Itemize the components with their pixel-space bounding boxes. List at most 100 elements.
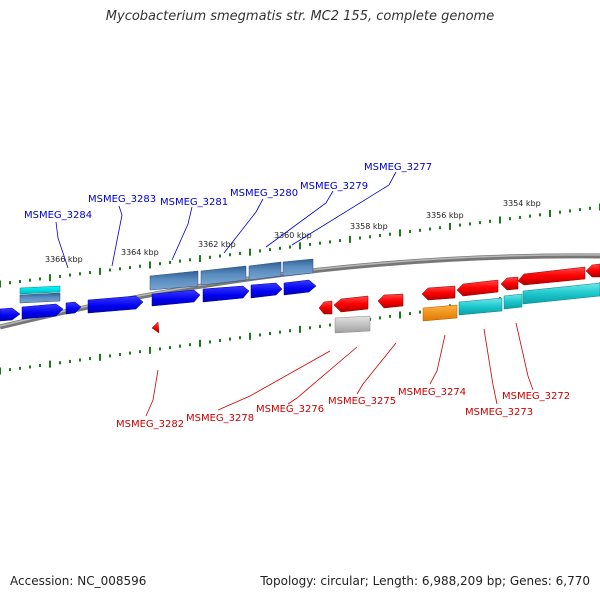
ruler-minor-tick xyxy=(329,240,331,244)
ruler-minor-tick xyxy=(289,329,291,333)
ruler-major-tick xyxy=(499,216,501,224)
map-title: Mycobacterium smegmatis str. MC2 155, co… xyxy=(105,9,495,24)
gene-label-3279[interactable]: MSMEG_3279 xyxy=(300,181,368,192)
ruler-label-3356: 3356 kbp xyxy=(426,211,464,220)
ruler-minor-tick xyxy=(89,271,91,275)
cds-arrow-3276[interactable] xyxy=(333,295,369,313)
ruler-minor-tick xyxy=(169,260,171,264)
cds-arrow-3282[interactable] xyxy=(151,321,160,334)
leader-3276 xyxy=(287,346,358,405)
ruler-minor-tick xyxy=(59,361,61,365)
ruler-minor-tick xyxy=(359,236,361,240)
cds-arrow-3275[interactable] xyxy=(377,293,404,309)
ruler-minor-tick xyxy=(369,235,371,239)
gene-label-3276[interactable]: MSMEG_3276 xyxy=(256,404,324,415)
cds-arrow-3274[interactable] xyxy=(421,285,456,301)
cds-arrow-3278-small[interactable] xyxy=(318,300,333,315)
leader-3279 xyxy=(265,190,334,248)
cds-arrow-3283[interactable] xyxy=(87,295,144,314)
ruler-minor-tick xyxy=(109,354,111,358)
ruler-minor-tick xyxy=(439,226,441,230)
gene-arrow-3272[interactable] xyxy=(522,282,600,305)
ruler-minor-tick xyxy=(389,232,391,236)
ruler-minor-tick xyxy=(69,359,71,363)
ruler-minor-tick xyxy=(379,234,381,237)
cds-arrow-3277[interactable] xyxy=(283,279,317,296)
gene-label-3280[interactable]: MSMEG_3280 xyxy=(230,188,298,199)
ruler-minor-tick xyxy=(229,253,231,257)
leader-3280 xyxy=(223,198,264,254)
ruler-minor-tick xyxy=(469,222,471,226)
cds-arrow-right[interactable] xyxy=(585,263,600,278)
ruler-minor-tick xyxy=(409,312,411,316)
ruler-minor-tick xyxy=(159,262,161,266)
cds-arrow-3279[interactable] xyxy=(250,282,283,299)
ruler-major-tick xyxy=(49,360,51,368)
ruler-minor-tick xyxy=(139,264,141,268)
gene-arrow-3279[interactable] xyxy=(248,261,282,281)
minus-cds-lane xyxy=(151,263,600,334)
ruler-minor-tick xyxy=(129,351,131,355)
ruler-minor-tick xyxy=(519,215,521,219)
gene-arrow-extra[interactable] xyxy=(19,285,61,295)
gene-arrow-3273[interactable] xyxy=(458,297,503,316)
ruler-minor-tick xyxy=(259,333,261,337)
gene-arrow-3274[interactable] xyxy=(422,304,458,322)
cds-arrow-3273b[interactable] xyxy=(500,276,519,291)
cds-arrow-3284[interactable] xyxy=(21,303,64,320)
gene-label-3272[interactable]: MSMEG_3272 xyxy=(502,391,570,402)
cds-arrow-left[interactable] xyxy=(0,307,21,322)
ruler-major-tick xyxy=(299,242,301,250)
gene-label-3274[interactable]: MSMEG_3274 xyxy=(398,387,466,398)
gene-arrow-3276[interactable] xyxy=(334,315,371,334)
ruler-minor-tick xyxy=(89,357,91,361)
gene-label-3273[interactable]: MSMEG_3273 xyxy=(465,407,533,418)
ruler-minor-tick xyxy=(279,246,281,250)
gene-arrow-extra-2[interactable] xyxy=(19,292,61,304)
leader-3282 xyxy=(145,369,159,417)
ruler-minor-tick xyxy=(279,330,281,334)
ruler-minor-tick xyxy=(509,217,511,221)
gene-label-3282[interactable]: MSMEG_3282 xyxy=(116,419,184,430)
gene-label-3275[interactable]: MSMEG_3275 xyxy=(328,396,396,407)
gene-arrow-3281[interactable] xyxy=(149,270,199,291)
gene-label-3284[interactable]: MSMEG_3284 xyxy=(24,210,92,221)
cds-arrow-3273[interactable] xyxy=(456,279,499,297)
ruler-major-tick xyxy=(249,332,251,340)
ruler-minor-tick xyxy=(119,267,121,271)
ruler-major-tick xyxy=(149,261,151,269)
ruler-minor-tick xyxy=(479,221,481,225)
ruler-minor-tick xyxy=(109,268,111,272)
gene-arrow-3273b[interactable] xyxy=(503,293,523,310)
ruler-minor-tick xyxy=(289,245,291,249)
ruler-major-tick xyxy=(549,210,551,217)
ruler-minor-tick xyxy=(129,266,131,269)
gene-label-3278[interactable]: MSMEG_3278 xyxy=(186,413,254,424)
gene-label-3283[interactable]: MSMEG_3283 xyxy=(88,194,156,205)
ruler-label-3364: 3364 kbp xyxy=(121,248,159,257)
ruler-minor-tick xyxy=(379,316,381,320)
ruler-minor-tick xyxy=(209,255,211,259)
ruler-minor-tick xyxy=(219,339,221,342)
leader-3283 xyxy=(111,205,123,267)
gene-label-3281[interactable]: MSMEG_3281 xyxy=(160,197,228,208)
ruler-minor-tick xyxy=(219,254,221,258)
minus-gene-labels: MSMEG_3282 MSMEG_3278 MSMEG_3276 MSMEG_3… xyxy=(116,387,570,430)
cds-arrow-small[interactable] xyxy=(65,301,82,315)
ruler-minor-tick xyxy=(419,228,421,232)
leader-3274 xyxy=(429,334,446,385)
cds-arrow-3272[interactable] xyxy=(517,266,586,286)
ruler-minor-tick xyxy=(559,210,561,214)
ruler-minor-tick xyxy=(19,280,21,283)
gene-arrow-3277[interactable] xyxy=(282,258,314,277)
ruler-major-tick xyxy=(99,353,101,361)
ruler-label-3358: 3358 kbp xyxy=(350,222,388,231)
ruler-minor-tick xyxy=(59,274,61,278)
gene-label-3277[interactable]: MSMEG_3277 xyxy=(364,162,432,173)
cds-arrow-3280[interactable] xyxy=(202,285,250,303)
ruler-minor-tick xyxy=(309,326,311,330)
minus-leader-lines xyxy=(145,322,534,417)
cds-arrow-3281[interactable] xyxy=(151,289,201,307)
gene-arrow-3280[interactable] xyxy=(200,265,247,286)
ruler-minor-tick xyxy=(189,343,191,347)
